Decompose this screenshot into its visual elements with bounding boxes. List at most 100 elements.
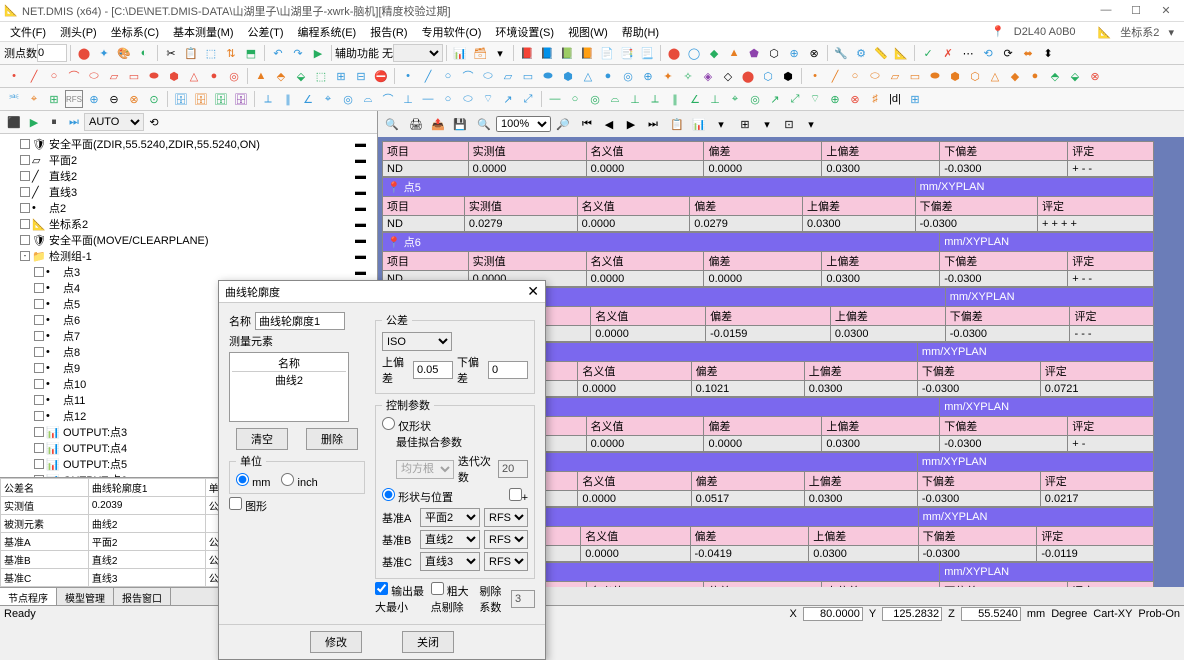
zoom-select[interactable]: 100% [496,116,551,132]
shape-icon[interactable]: ⬬ [539,67,557,85]
gdt-icon[interactable]: ◎ [339,90,357,108]
expand-icon[interactable] [34,395,44,405]
tb-icon[interactable]: ⟲ [979,44,997,62]
tb-icon[interactable]: 📊 [689,114,709,134]
shape-icon[interactable]: △ [986,67,1004,85]
tree-item[interactable]: •点2▬ [2,200,375,216]
gdt-icon[interactable]: ↗ [499,90,517,108]
cs-info[interactable]: 📐 坐标系2 ▾ [1092,22,1180,42]
tb-icon[interactable]: 📃 [638,44,656,62]
gdt-icon[interactable]: ⊗ [846,90,864,108]
shape-icon[interactable]: ⬢ [946,67,964,85]
shape-icon[interactable]: ✦ [659,67,677,85]
menu-file[interactable]: 文件(F) [4,22,52,42]
shape-icon[interactable]: ⊟ [352,67,370,85]
dialog-close-icon[interactable]: ✕ [527,283,539,300]
tb-icon[interactable]: ⬒ [242,44,260,62]
tb-icon[interactable]: ⟳ [999,44,1017,62]
tb-icon[interactable]: ⊞ [735,114,755,134]
shape-icon[interactable]: ⬘ [272,67,290,85]
gdt-icon[interactable]: ⌖ [726,90,744,108]
shape-icon[interactable]: ⬡ [759,67,777,85]
expand-icon[interactable] [20,219,30,229]
tree-item[interactable]: ╱直线2▬ [2,168,375,184]
prev-icon[interactable]: ◀ [599,114,619,134]
tree-item[interactable]: ▱平面2▬ [2,152,375,168]
zoomin-icon[interactable]: 🔎 [553,114,573,134]
step-icon[interactable]: ⏭ [65,113,83,131]
tb-icon[interactable]: ▶ [309,44,327,62]
gdt-icon[interactable]: ⌔ [479,90,497,108]
da-select[interactable]: 平面2 [420,508,480,527]
shape-icon[interactable]: ╱ [826,67,844,85]
expand-icon[interactable] [34,315,44,325]
tb-icon[interactable]: ⬍ [1039,44,1057,62]
tree-item[interactable]: ╱直线3▬ [2,184,375,200]
menu-report[interactable]: 报告(R) [364,22,413,42]
gdt-icon[interactable]: ⌖ [319,90,337,108]
tb-icon[interactable]: ⋯ [959,44,977,62]
clear-button[interactable]: 清空 [236,428,288,450]
tb-icon[interactable]: ◆ [705,44,723,62]
shape-icon[interactable]: ● [599,67,617,85]
shape-icon[interactable]: ⬢ [779,67,797,85]
shape-icon[interactable]: ○ [439,67,457,85]
expand-icon[interactable] [34,411,44,421]
shape-point-icon[interactable]: • [5,67,23,85]
pause-icon[interactable]: ⏸ [45,113,63,131]
rfs-icon[interactable]: RFS [65,90,83,108]
stop-icon[interactable]: ⛔ [372,67,390,85]
tb-icon[interactable]: ⬌ [1019,44,1037,62]
shape-icon[interactable]: ✧ [679,67,697,85]
last-icon[interactable]: ⏭ [643,114,663,134]
expand-icon[interactable] [20,235,30,245]
expand-icon[interactable] [20,139,30,149]
gdt-icon[interactable]: ⌔ [806,90,824,108]
gdt-icon[interactable]: ♯ [866,90,884,108]
gdt-icon[interactable]: ⊥ [399,90,417,108]
shape-icon[interactable]: ⬚ [312,67,330,85]
tab-node-program[interactable]: 节点程序 [0,588,57,605]
tb-icon[interactable]: 📄 [598,44,616,62]
expand-icon[interactable] [20,187,30,197]
expand-icon[interactable] [20,155,30,165]
tb-icon[interactable]: ⊕ [785,44,803,62]
menu-cs[interactable]: 坐标系(C) [105,22,165,42]
gdt-icon[interactable]: ⤢ [786,90,804,108]
tb-icon[interactable]: ⟲ [145,113,163,131]
minimize-button[interactable]: — [1092,4,1120,17]
stop-icon[interactable]: ⬛ [5,113,23,131]
shape-icon[interactable]: • [399,67,417,85]
expand-icon[interactable] [34,347,44,357]
shape-icon[interactable]: ⬙ [1066,67,1084,85]
da-rfs[interactable]: RFS [484,508,528,527]
tb-icon[interactable]: ⬚ [202,44,220,62]
tb-icon[interactable]: 📋 [667,114,687,134]
tb-icon[interactable]: 🔧 [832,44,850,62]
shape-slot-icon[interactable]: ⬬ [145,67,163,85]
shape-icon[interactable]: ◇ [719,67,737,85]
expand-icon[interactable] [20,171,30,181]
shape-icon[interactable]: ▱ [499,67,517,85]
save-icon[interactable]: 💾 [450,114,470,134]
up-input[interactable] [413,361,453,379]
shape-icon[interactable]: ╱ [419,67,437,85]
shape-icon[interactable]: ⌒ [459,67,477,85]
dc-select[interactable]: 直线3 [420,552,480,571]
tb-icon[interactable]: 📘 [538,44,556,62]
print-icon[interactable]: 🖨 [406,114,426,134]
tb-icon[interactable]: 📋 [182,44,200,62]
tb-icon[interactable]: ⊕ [85,90,103,108]
gdt-icon[interactable]: — [419,90,437,108]
shape-rect-icon[interactable]: ▭ [125,67,143,85]
shape-icon[interactable]: ⊕ [639,67,657,85]
tb-icon[interactable]: ⌖ [25,90,43,108]
menu-probe[interactable]: 测头(P) [54,22,103,42]
close-button[interactable]: ✕ [1152,4,1180,17]
shape-icon[interactable]: ⬭ [866,67,884,85]
expand-icon[interactable] [34,379,44,389]
next-icon[interactable]: ▶ [621,114,641,134]
tab-report[interactable]: 报告窗口 [114,588,171,605]
tree-item[interactable]: 🛡安全平面(MOVE/CLEARPLANE)▬ [2,232,375,248]
shape-icon[interactable]: △ [579,67,597,85]
